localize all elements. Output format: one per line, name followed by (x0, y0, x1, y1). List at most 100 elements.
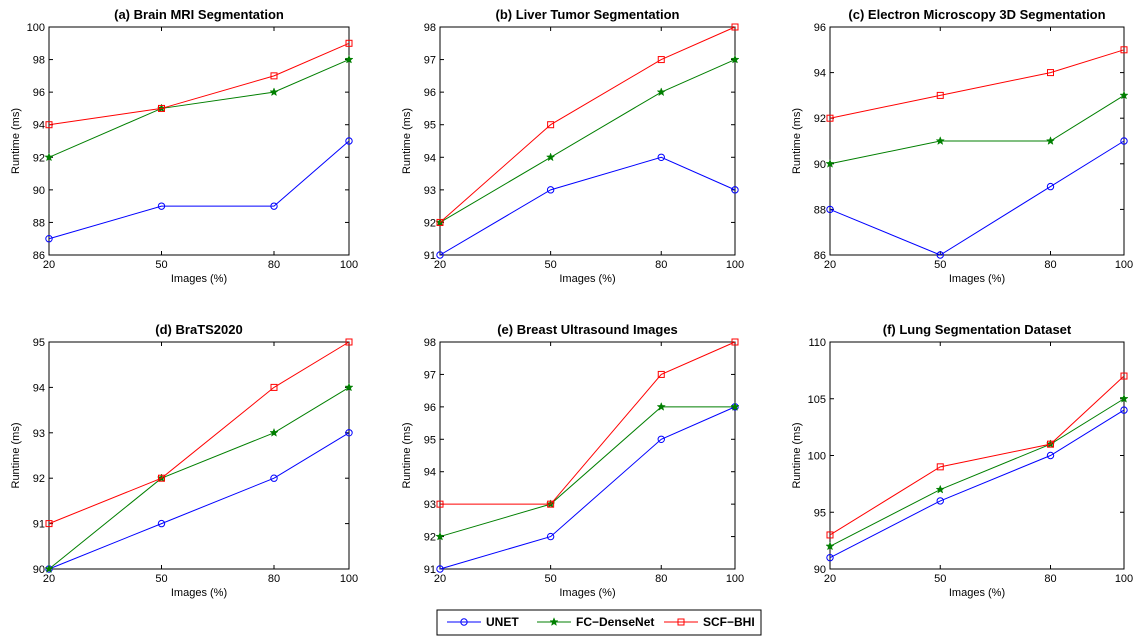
data-point (826, 205, 834, 214)
data-point (45, 121, 53, 129)
y-tick-label: 93 (424, 499, 436, 511)
y-tick-label: 88 (33, 217, 45, 229)
data-point (1119, 393, 1129, 403)
data-point (936, 497, 944, 505)
data-point (1046, 182, 1055, 191)
y-tick-label: 97 (424, 369, 436, 381)
x-tick-label: 80 (268, 573, 280, 585)
chart-title: (e) Breast Ultrasound Images (497, 322, 678, 337)
x-tick-label: 100 (340, 573, 358, 585)
data-point (45, 520, 53, 528)
data-point (1119, 90, 1129, 100)
data-point (1047, 69, 1054, 77)
data-point (344, 382, 354, 392)
data-point (731, 186, 739, 194)
x-tick-label: 80 (268, 259, 280, 271)
data-point (158, 474, 165, 482)
y-axis-label: Runtime (ms) (401, 108, 413, 174)
x-tick-label: 80 (1044, 573, 1056, 585)
x-tick-label: 20 (434, 573, 446, 585)
data-point (936, 251, 944, 259)
series-line-unet (829, 140, 1125, 256)
y-tick-label: 96 (424, 402, 436, 414)
legend-item-scf-bhi: SCF−BHI (664, 615, 755, 629)
series-line-scf-bhi (829, 375, 1125, 536)
plot-frame (48, 341, 350, 570)
x-tick-label: 80 (1044, 259, 1056, 271)
data-point (826, 531, 834, 539)
series-fc-densenet (44, 54, 354, 162)
data-point (1120, 137, 1128, 145)
plot-frame (48, 26, 350, 256)
data-point (345, 39, 353, 47)
series-fc-densenet (825, 393, 1129, 551)
data-point (435, 531, 445, 541)
x-tick-label: 50 (155, 573, 167, 585)
x-tick-label: 20 (824, 259, 836, 271)
data-point (546, 186, 555, 194)
y-tick-label: 90 (33, 564, 45, 576)
data-point (826, 114, 834, 122)
y-axis-label: Runtime (ms) (10, 422, 22, 488)
y-tick-label: 95 (424, 120, 436, 132)
chart-panel-e: (e) Breast Ultrasound Images 20 50 80 100 91 9… (401, 322, 744, 599)
y-tick-label: 92 (424, 532, 436, 544)
y-axis-label: Runtime (ms) (791, 108, 803, 174)
data-point (656, 87, 666, 97)
chart-panel-a: (a) Brain MRI Segmentation 20 50 80 100 86 88 9… (10, 7, 358, 285)
series-line-unet (439, 156, 736, 256)
series-line-scf-bhi (48, 42, 350, 126)
data-point (730, 54, 740, 64)
y-tick-label: 86 (33, 250, 45, 262)
data-point (45, 235, 53, 243)
y-tick-label: 110 (808, 337, 826, 349)
series-unet (826, 406, 1128, 562)
y-tick-label: 95 (814, 507, 826, 519)
y-tick-label: 88 (814, 204, 826, 216)
legend-label-scf-bhi: SCF−BHI (703, 615, 755, 629)
chart-panel-c: (c) Electron Microscopy 3D Segmentation 2… (791, 7, 1133, 285)
circle-icon (460, 618, 468, 626)
y-tick-label: 92 (33, 152, 45, 164)
series-scf-bhi (826, 372, 1128, 539)
y-tick-label: 94 (424, 467, 436, 479)
square-icon (677, 618, 685, 626)
x-tick-label: 20 (434, 259, 446, 271)
x-tick-label: 50 (545, 573, 557, 585)
data-point (270, 383, 278, 391)
chart-panel-d: (d) BraTS2020 20 50 80 100 90 91 92 93 94 95 Images… (10, 322, 358, 599)
series-line-fc-densenet (439, 406, 735, 538)
y-tick-label: 93 (424, 185, 436, 197)
data-point (826, 553, 834, 562)
legend-box (436, 609, 762, 636)
data-point (657, 435, 665, 443)
y-tick-label: 91 (33, 519, 45, 531)
data-point (935, 136, 945, 145)
x-tick-label: 100 (340, 259, 358, 271)
x-tick-label: 100 (726, 573, 744, 585)
y-tick-label: 95 (424, 434, 436, 446)
series-unet (45, 137, 353, 243)
x-tick-label: 50 (545, 259, 557, 271)
series-line-scf-bhi (440, 341, 736, 505)
series-line-fc-densenet (829, 94, 1125, 165)
data-point (157, 519, 166, 528)
x-axis-label: Images (%) (171, 587, 227, 599)
series-fc-densenet (825, 90, 1129, 168)
data-point (825, 541, 835, 551)
y-tick-label: 91 (424, 564, 436, 576)
data-point (656, 401, 666, 411)
series-scf-bhi (436, 23, 739, 226)
data-point (436, 251, 444, 259)
x-tick-label: 100 (726, 259, 744, 271)
chart-panel-b: (b) Liver Tumor Segmentation 20 50 80 100 91 9… (401, 7, 744, 285)
data-point (345, 338, 353, 346)
x-axis-label: Images (%) (949, 273, 1005, 285)
y-tick-label: 94 (424, 152, 436, 164)
x-tick-label: 50 (934, 573, 946, 585)
data-point (935, 484, 945, 494)
series-line-scf-bhi (48, 341, 350, 525)
data-point (657, 56, 665, 64)
plot-frame (439, 26, 736, 256)
series-unet (436, 153, 739, 259)
